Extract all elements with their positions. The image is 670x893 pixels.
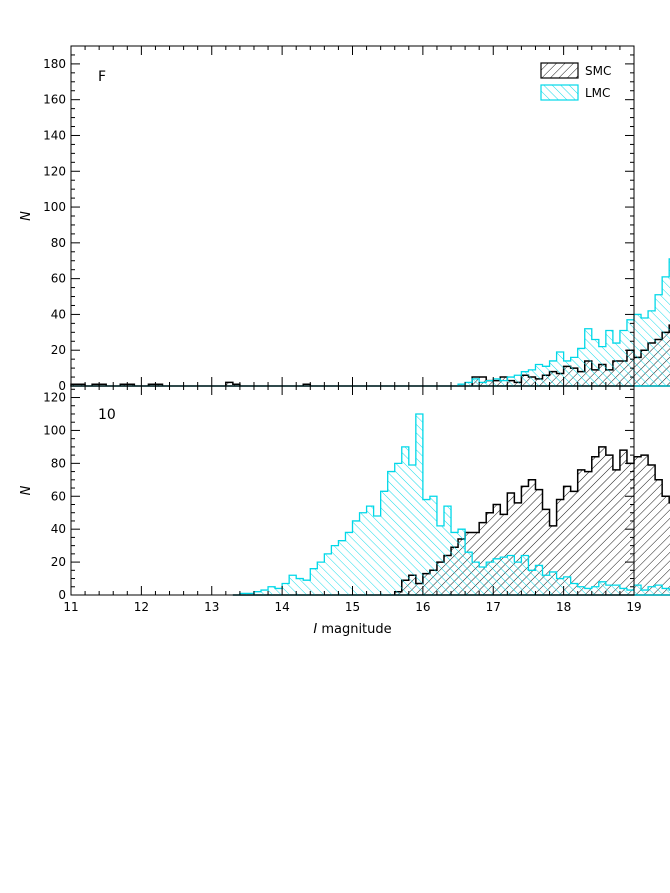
y-tick-label: 120: [43, 391, 66, 405]
y-tick-label: 0: [58, 588, 66, 602]
y-tick-label: 20: [51, 343, 66, 357]
x-tick-label: 17: [486, 600, 501, 614]
x-axis-label-text: magnitude: [317, 622, 391, 637]
x-axis-label: I magnitude: [313, 622, 391, 637]
x-tick-label: 19: [626, 600, 641, 614]
y-tick-label: 60: [51, 489, 66, 503]
y-tick-label: 40: [51, 522, 66, 536]
panel-label-bottom: 10: [98, 407, 116, 423]
y-tick-label: 40: [51, 307, 66, 321]
y-tick-label: 120: [43, 164, 66, 178]
x-tick-label: 12: [134, 600, 149, 614]
x-tick-label: 15: [345, 600, 360, 614]
x-tick-label: 18: [556, 600, 571, 614]
ticks-top: 0 20 40 60 80 100 120 140 160 180: [43, 45, 635, 393]
histogram-smc-top: [70, 324, 670, 387]
x-tick-label: 14: [274, 600, 289, 614]
y-tick-label: 160: [43, 93, 66, 107]
y-tick-label: 20: [51, 555, 66, 569]
legend: SMC LMC: [540, 62, 611, 101]
panel-bottom: 0 20 40 60 80 100 120 11 12 13 14 15 16 17 18 19 10 N: [19, 385, 670, 614]
x-tick-label: 11: [63, 600, 78, 614]
panel-top: 0 20 40 60 80 100 120 140 160 180 F N SMC LMC: [19, 45, 670, 393]
histogram-layer-top: [70, 258, 670, 387]
y-tick-label: 60: [51, 272, 66, 286]
y-tick-label: 100: [43, 423, 66, 437]
x-axis-label-italic: I: [313, 622, 317, 637]
histogram-layer-bottom: [232, 413, 670, 596]
ticks-bottom: 0 20 40 60 80 100 120 11 12 13 14 15 16 17 18 19: [43, 386, 642, 614]
legend-label-smc: SMC: [585, 64, 611, 78]
histogram-lmc-top: [71, 258, 670, 387]
y-axis-label-top: N: [19, 211, 34, 221]
y-tick-label: 140: [43, 128, 66, 142]
legend-label-lmc: LMC: [585, 86, 610, 100]
y-tick-label: 180: [43, 57, 66, 71]
panel-label-top: F: [98, 69, 106, 85]
y-tick-label: 100: [43, 200, 66, 214]
y-tick-label: 0: [58, 379, 66, 393]
x-tick-label: 16: [415, 600, 430, 614]
x-tick-label: 13: [204, 600, 219, 614]
y-tick-label: 80: [51, 456, 66, 470]
histogram-lmc-bottom: [232, 413, 670, 596]
y-axis-label-bottom: N: [19, 485, 34, 495]
legend-swatch-smc: [540, 62, 579, 79]
legend-swatch-lmc: [540, 84, 579, 101]
y-tick-label: 80: [51, 236, 66, 250]
